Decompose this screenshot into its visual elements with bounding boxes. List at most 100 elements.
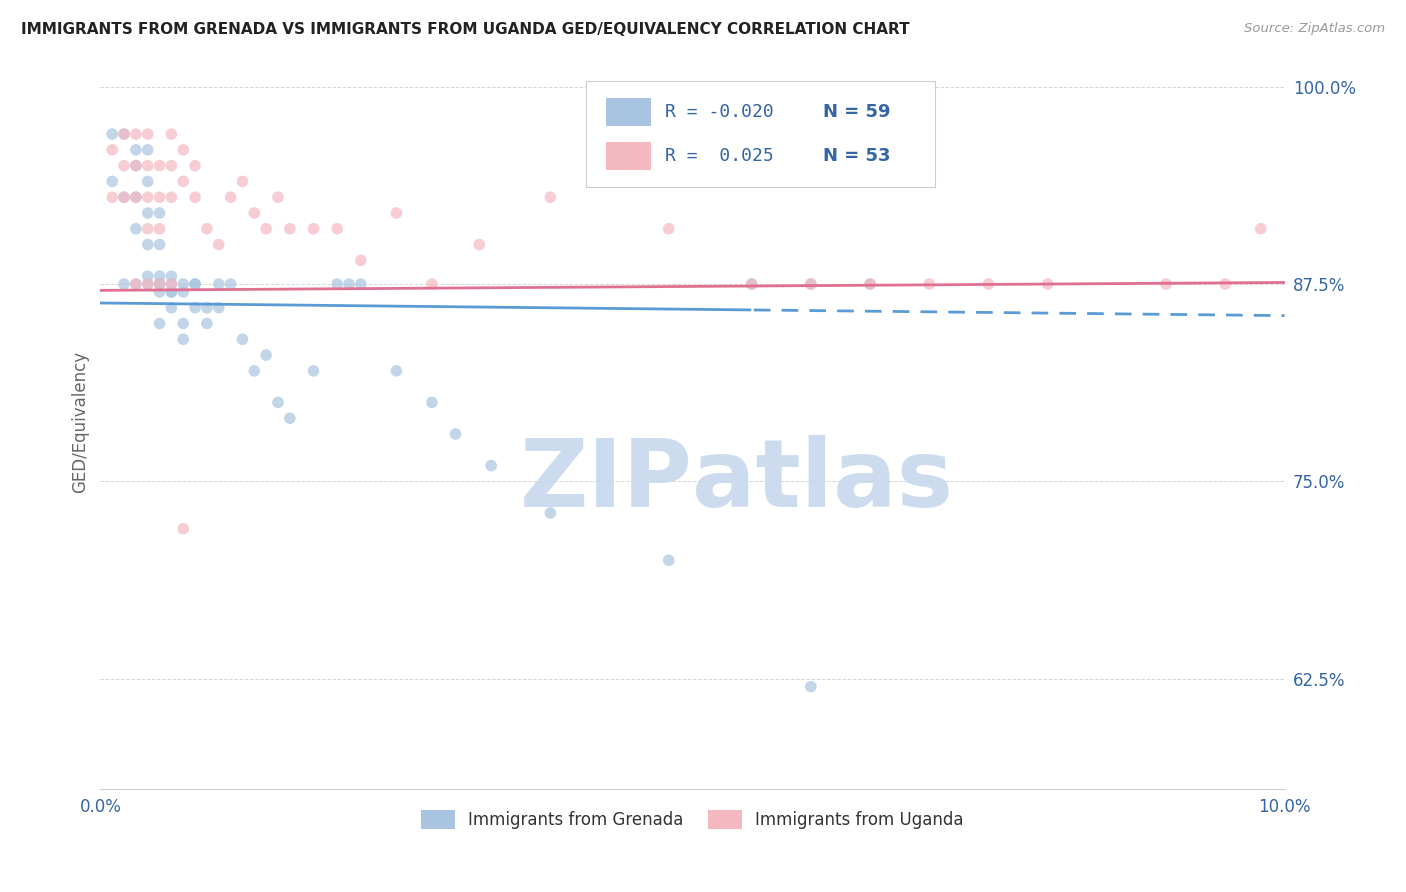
Point — [385, 206, 408, 220]
Point — [302, 364, 325, 378]
Bar — [606, 98, 651, 127]
Point — [172, 522, 194, 536]
Point — [148, 237, 170, 252]
Point — [420, 277, 443, 291]
Point — [148, 285, 170, 299]
Point — [148, 277, 170, 291]
Point — [172, 332, 194, 346]
Point — [125, 221, 148, 235]
Point — [172, 317, 194, 331]
Point — [267, 190, 290, 204]
Point — [136, 127, 159, 141]
Point — [337, 277, 360, 291]
Point — [741, 277, 763, 291]
Point — [859, 277, 882, 291]
Point — [160, 159, 183, 173]
Point — [101, 143, 124, 157]
Bar — [606, 143, 651, 170]
Point — [231, 332, 253, 346]
Point — [160, 190, 183, 204]
Point — [444, 427, 467, 442]
Point — [184, 190, 207, 204]
Point — [658, 553, 681, 567]
Point — [254, 221, 277, 235]
Point — [112, 127, 135, 141]
Point — [184, 301, 207, 315]
Point — [219, 190, 242, 204]
Text: ZIP: ZIP — [520, 435, 692, 527]
Point — [136, 269, 159, 284]
Point — [125, 190, 148, 204]
Point — [859, 277, 882, 291]
Point — [741, 277, 763, 291]
Point — [160, 285, 183, 299]
Point — [658, 221, 681, 235]
Point — [172, 285, 194, 299]
Point — [148, 277, 170, 291]
Point — [586, 127, 609, 141]
Point — [101, 127, 124, 141]
Point — [326, 277, 349, 291]
Legend: Immigrants from Grenada, Immigrants from Uganda: Immigrants from Grenada, Immigrants from… — [415, 804, 970, 836]
Point — [101, 190, 124, 204]
Point — [184, 159, 207, 173]
Point — [800, 277, 823, 291]
Point — [136, 190, 159, 204]
Point — [148, 159, 170, 173]
Point — [112, 190, 135, 204]
Point — [243, 206, 266, 220]
Point — [468, 237, 491, 252]
Point — [125, 277, 148, 291]
Point — [326, 221, 349, 235]
Text: R =  0.025: R = 0.025 — [665, 147, 773, 165]
Text: Source: ZipAtlas.com: Source: ZipAtlas.com — [1244, 22, 1385, 36]
Point — [800, 680, 823, 694]
Point — [112, 190, 135, 204]
Point — [184, 277, 207, 291]
Point — [160, 269, 183, 284]
Point — [208, 301, 231, 315]
Text: N = 59: N = 59 — [823, 103, 890, 121]
Point — [125, 277, 148, 291]
Point — [112, 159, 135, 173]
Point — [148, 221, 170, 235]
Point — [1250, 221, 1272, 235]
Point — [1036, 277, 1059, 291]
Text: N = 53: N = 53 — [823, 147, 890, 165]
Point — [148, 277, 170, 291]
Point — [184, 277, 207, 291]
Point — [101, 174, 124, 188]
Point — [160, 285, 183, 299]
Point — [278, 221, 301, 235]
Text: IMMIGRANTS FROM GRENADA VS IMMIGRANTS FROM UGANDA GED/EQUIVALENCY CORRELATION CH: IMMIGRANTS FROM GRENADA VS IMMIGRANTS FR… — [21, 22, 910, 37]
Point — [219, 277, 242, 291]
Point — [148, 317, 170, 331]
Point — [208, 277, 231, 291]
Point — [172, 174, 194, 188]
Point — [195, 221, 218, 235]
Point — [160, 277, 183, 291]
Point — [136, 159, 159, 173]
Point — [112, 127, 135, 141]
Point — [136, 277, 159, 291]
Point — [160, 301, 183, 315]
Point — [195, 301, 218, 315]
Point — [385, 364, 408, 378]
Point — [148, 269, 170, 284]
Y-axis label: GED/Equivalency: GED/Equivalency — [72, 351, 89, 493]
Point — [136, 143, 159, 157]
Point — [231, 174, 253, 188]
Text: R = -0.020: R = -0.020 — [665, 103, 773, 121]
FancyBboxPatch shape — [586, 81, 935, 187]
Point — [420, 395, 443, 409]
Point — [136, 221, 159, 235]
Point — [1154, 277, 1177, 291]
Point — [148, 206, 170, 220]
Point — [918, 277, 941, 291]
Point — [148, 190, 170, 204]
Point — [136, 174, 159, 188]
Point — [479, 458, 502, 473]
Point — [800, 277, 823, 291]
Text: atlas: atlas — [692, 435, 953, 527]
Point — [160, 127, 183, 141]
